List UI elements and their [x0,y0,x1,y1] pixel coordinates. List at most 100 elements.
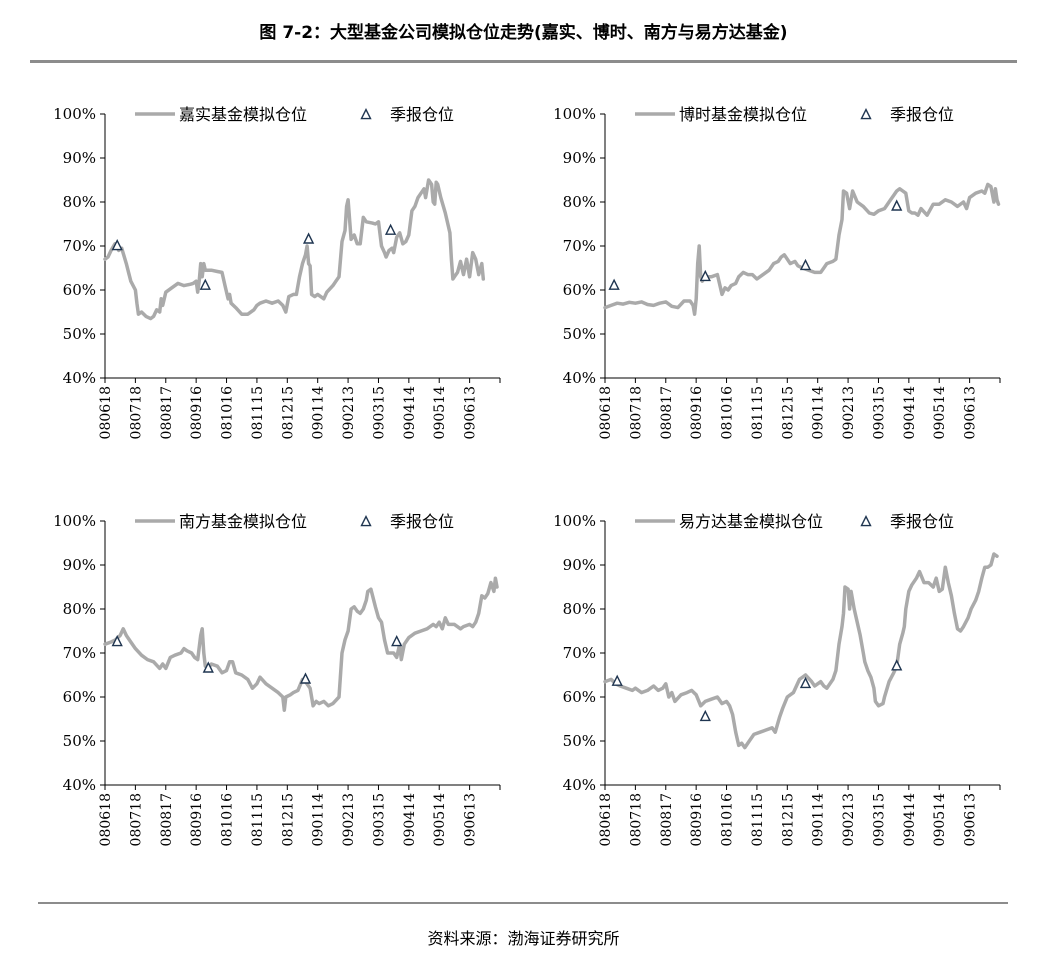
x-tick-label: 090414 [402,386,418,440]
x-tick-label: 090315 [371,793,387,846]
chart-jiashi: 40% 50% 60% 70% 80% 90% 100% 080618 080718 080817… [53,105,501,440]
legend-line-label: 易方达基金模拟仓位 [679,512,823,531]
x-tick-label: 090514 [932,386,948,440]
x-tick-label: 081215 [780,793,796,846]
x-tick-label: 090213 [341,793,357,846]
x-tick-label: 090514 [432,793,448,847]
x-tick-label: 090315 [871,793,887,846]
y-tick-label: 60% [563,281,596,299]
quarterly-marker [111,635,123,647]
x-tick-label: 081215 [280,386,296,439]
legend-line-label: 嘉实基金模拟仓位 [179,105,307,124]
x-tick-label: 081215 [280,793,296,846]
quarterly-marker [391,635,403,647]
x-tick-label: 090613 [463,386,479,439]
quarterly-marker [799,258,812,271]
y-tick-label: 70% [63,644,96,662]
x-tick-label: 080618 [598,386,614,439]
y-tick-label: 60% [563,688,596,706]
quarterly-marker [611,674,623,686]
y-tick-label: 40% [63,776,96,794]
y-tick-label: 80% [563,193,596,211]
y-tick-label: 80% [63,600,96,618]
quarterly-marker [384,223,397,235]
x-tick-label: 090213 [841,793,857,846]
quarterly-marker [608,278,620,290]
y-tick-label: 50% [563,732,596,750]
legend-marker-label: 季报仓位 [390,512,454,531]
source-note: 资料来源：渤海证券研究所 [427,929,620,948]
x-tick-label: 080916 [689,386,705,440]
quarterly-marker [891,199,903,211]
x-tick-label: 081115 [250,386,266,439]
y-tick-label: 100% [53,512,96,530]
x-tick-label: 090114 [811,793,827,847]
quarterly-marker [891,659,903,671]
x-tick-label: 090613 [963,793,979,846]
quarterly-marker [202,661,214,673]
legend-marker-swatch [360,108,372,120]
bottom-rule [38,902,1008,904]
x-tick-label: 090414 [902,386,918,440]
quarterly-marker [799,676,812,689]
x-tick-label: 080916 [689,793,705,847]
x-tick-label: 090114 [311,386,327,440]
x-tick-label: 080817 [159,793,175,846]
x-tick-label: 080916 [189,386,205,440]
x-tick-label: 080817 [659,386,675,439]
y-tick-label: 50% [563,325,596,343]
x-tick-label: 081215 [780,386,796,439]
y-tick-label: 70% [63,237,96,255]
x-tick-label: 090613 [463,793,479,846]
x-tick-label: 080618 [98,793,114,846]
quarterly-marker [302,232,315,244]
x-tick-label: 080718 [628,793,644,846]
y-tick-label: 70% [563,237,596,255]
quarterly-marker [699,269,711,282]
x-tick-label: 081115 [750,386,766,439]
legend-marker-swatch [360,515,372,527]
x-tick-label: 090114 [811,386,827,440]
y-tick-label: 90% [563,149,596,167]
x-tick-label: 080916 [189,793,205,847]
x-tick-label: 081016 [720,386,736,440]
y-tick-label: 40% [563,369,596,387]
legend-marker-label: 季报仓位 [890,512,954,531]
x-tick-label: 090315 [371,386,387,439]
y-tick-label: 40% [563,776,596,794]
x-tick-label: 080618 [98,386,114,439]
y-tick-label: 60% [63,688,96,706]
legend-marker-label: 季报仓位 [390,105,454,124]
x-tick-label: 090514 [932,793,948,847]
x-tick-label: 081115 [750,793,766,846]
y-tick-label: 100% [553,105,596,123]
x-tick-label: 081016 [220,793,236,847]
quarterly-marker [199,278,211,290]
quarterly-marker [699,709,711,722]
y-tick-label: 70% [563,644,596,662]
y-tick-label: 50% [63,325,96,343]
series-line [103,178,486,321]
y-tick-label: 50% [63,732,96,750]
y-tick-label: 100% [53,105,96,123]
x-tick-label: 080618 [598,793,614,846]
x-tick-label: 081115 [250,793,266,846]
x-tick-label: 090414 [902,793,918,847]
legend-line-label: 博时基金模拟仓位 [679,105,807,124]
y-tick-label: 90% [63,149,96,167]
x-tick-label: 090213 [341,386,357,439]
y-tick-label: 90% [63,556,96,574]
legend-line-label: 南方基金模拟仓位 [179,512,307,531]
top-rule [30,60,1017,63]
y-tick-label: 80% [563,600,596,618]
y-tick-label: 90% [563,556,596,574]
x-tick-label: 080718 [128,386,144,439]
legend-marker-label: 季报仓位 [890,105,954,124]
quarterly-marker [111,239,123,251]
x-tick-label: 080817 [159,386,175,439]
y-tick-label: 100% [553,512,596,530]
quarterly-marker [299,672,312,684]
y-tick-label: 40% [63,369,96,387]
x-tick-label: 090213 [841,386,857,439]
x-tick-label: 090514 [432,386,448,440]
